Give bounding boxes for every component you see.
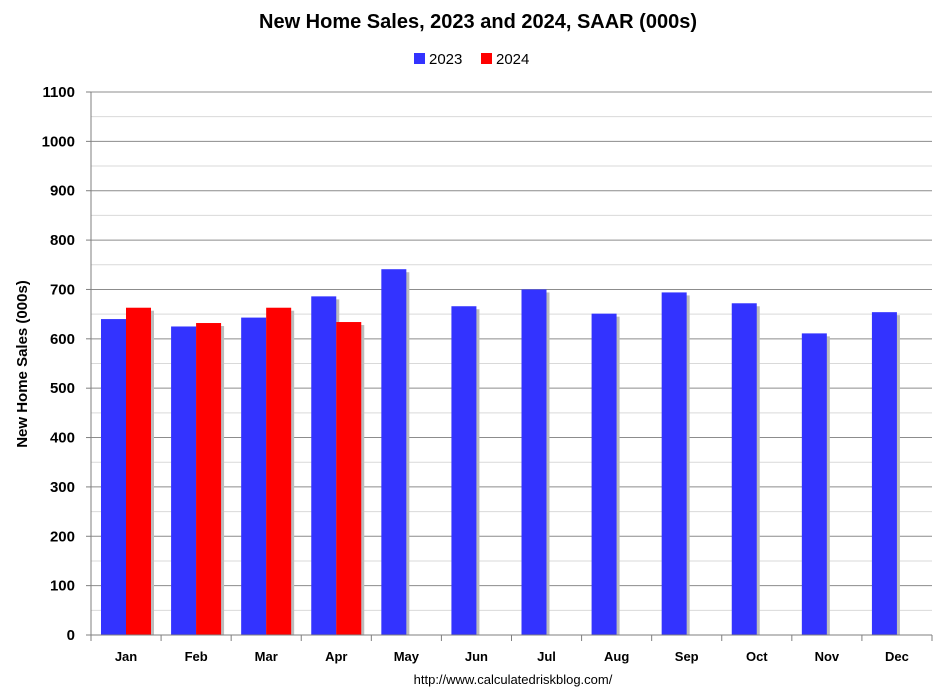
- y-tick-labels: 0 100 200 300 400 500 600 700 800 900 1000 1100: [42, 84, 75, 644]
- bar-2023-dec: [871, 312, 897, 635]
- x-tick-label: Mar: [255, 649, 278, 664]
- legend: 2023 2024: [414, 51, 529, 68]
- y-tick-label: 800: [50, 232, 75, 249]
- bar-2023-jul: [521, 289, 547, 635]
- x-tick-label: Dec: [885, 649, 909, 664]
- bar-2023-may: [381, 269, 407, 635]
- bar-2023-aug: [591, 313, 617, 635]
- x-tick-label: Aug: [604, 649, 629, 664]
- bar-2024-mar: [266, 307, 292, 635]
- y-tick-label: 700: [50, 281, 75, 298]
- y-tick-label: 500: [50, 380, 75, 397]
- y-tick-label: 900: [50, 183, 75, 200]
- x-tick-label: May: [394, 649, 420, 664]
- legend-label-2024: 2024: [496, 51, 529, 68]
- axes: [86, 91, 933, 641]
- gridlines: [91, 91, 932, 636]
- x-tick-label: Jan: [115, 649, 137, 664]
- y-tick-label: 1100: [42, 84, 75, 101]
- y-tick-label: 0: [67, 627, 75, 644]
- x-tick-label: Jul: [537, 649, 556, 664]
- bar-2023-oct: [731, 303, 757, 635]
- y-tick-label: 400: [50, 430, 75, 447]
- bar-2024-jan: [126, 307, 151, 635]
- y-tick-label: 300: [50, 479, 75, 496]
- y-tick-label: 1000: [42, 133, 75, 150]
- bar-2023-nov: [801, 333, 827, 635]
- x-tick-label: Apr: [325, 649, 347, 664]
- y-tick-label: 100: [50, 578, 75, 595]
- bar-2023-mar: [241, 317, 267, 635]
- bar-2024-apr: [336, 322, 362, 635]
- bar-2023-feb: [171, 326, 197, 635]
- y-tick-label: 600: [50, 331, 75, 348]
- chart-title: New Home Sales, 2023 and 2024, SAAR (000…: [259, 11, 697, 33]
- x-tick-labels: Jan Feb Mar Apr May Jun Jul Aug Sep Oct Nov Dec: [115, 649, 909, 664]
- bar-2023-jun: [451, 306, 477, 635]
- bars: [101, 269, 900, 635]
- legend-label-2023: 2023: [429, 51, 462, 68]
- y-axis-label: New Home Sales (000s): [14, 280, 31, 448]
- x-tick-label: Nov: [815, 649, 840, 664]
- bar-2024-feb: [196, 323, 222, 635]
- x-tick-label: Feb: [185, 649, 208, 664]
- x-tick-label: Sep: [675, 649, 699, 664]
- bar-2023-jan: [101, 319, 126, 635]
- x-tick-label: Oct: [746, 649, 768, 664]
- x-tick-label: Jun: [465, 649, 488, 664]
- bar-2023-apr: [311, 296, 337, 635]
- source-url: http://www.calculatedriskblog.com/: [414, 672, 613, 687]
- legend-swatch-2024: [481, 53, 492, 64]
- y-tick-label: 200: [50, 528, 75, 545]
- legend-swatch-2023: [414, 53, 425, 64]
- bar-2023-sep: [661, 292, 687, 635]
